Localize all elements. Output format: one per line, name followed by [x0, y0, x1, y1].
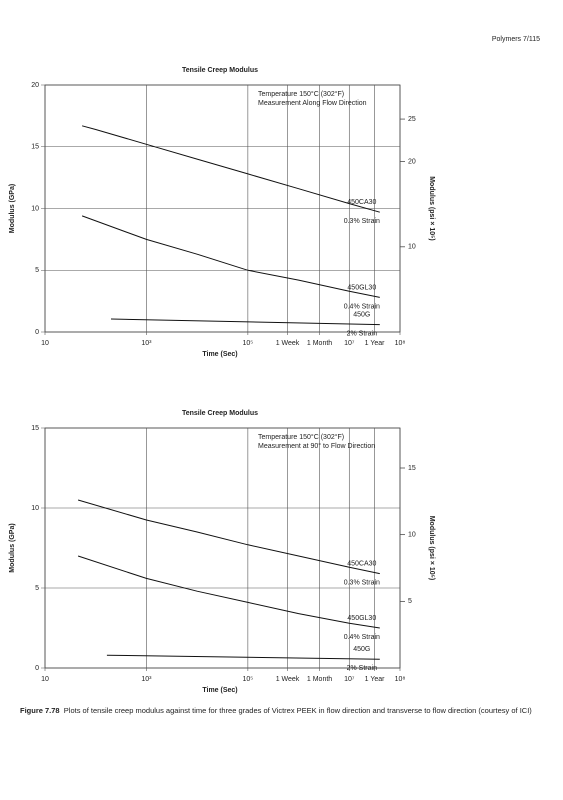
series-line	[81, 125, 380, 213]
x-axis-label: Time (Sec)	[202, 687, 237, 694]
time-marker-label: 1 Year	[365, 676, 386, 683]
y2-tick-label: 10	[408, 532, 416, 539]
annotation: Measurement at 90° to Flow Direction	[258, 442, 375, 450]
y2-tick-label: 5	[408, 598, 412, 605]
series-label: 450G	[353, 311, 370, 318]
x-tick-label: 10⁸	[395, 676, 406, 683]
y-tick-label: 20	[31, 82, 39, 89]
time-marker-label: 1 Week	[276, 676, 300, 683]
y2-tick-label: 25	[408, 116, 416, 123]
y-tick-label: 0	[35, 329, 39, 336]
y2-tick-label: 15	[408, 465, 416, 472]
annotation: Temperature 150°C (302°F)	[258, 433, 344, 441]
series-label: 450GL30	[347, 284, 376, 291]
chart-title: Tensile Creep Modulus	[182, 67, 258, 74]
series-line	[77, 499, 380, 575]
y-tick-label: 0	[35, 665, 39, 672]
y-tick-label: 5	[35, 585, 39, 592]
time-marker-label: 1 Month	[307, 676, 332, 683]
caption: Figure 7.78 Plots of tensile creep modul…	[20, 706, 540, 716]
page-header: Polymers 7/115	[492, 36, 540, 43]
y2-axis-label: Modulus (psi × 10⁵)	[428, 176, 435, 241]
x-tick-label: 10³	[141, 676, 152, 683]
series-line	[81, 215, 380, 298]
series-label: 450G	[353, 646, 370, 653]
time-marker-label: 1 Month	[307, 340, 332, 347]
y-tick-label: 15	[31, 144, 39, 151]
x-tick-label: 10	[41, 340, 49, 347]
series-label: 450CA30	[347, 560, 376, 567]
time-marker-label: 1 Week	[276, 340, 300, 347]
strain-label: 0.3% Strain	[344, 218, 380, 225]
annotation: Measurement Along Flow Direction	[258, 100, 367, 107]
caption-text: Plots of tensile creep modulus against t…	[63, 706, 532, 715]
y-tick-label: 10	[31, 505, 39, 512]
strain-label: 2% Strain	[347, 330, 377, 337]
plot-frame	[44, 427, 401, 669]
strain-label: 2% Strain	[347, 665, 377, 672]
strain-label: 0.3% Strain	[344, 579, 380, 586]
series-label: 450CA30	[347, 199, 376, 206]
series-line	[106, 654, 380, 660]
x-tick-label: 10⁵	[243, 340, 254, 347]
series-line	[77, 555, 380, 629]
x-tick-label: 10⁵	[243, 676, 254, 683]
figure: Polymers 7/115 Tensile Creep Modulus 0 5 10…	[9, 36, 540, 694]
series-line	[110, 318, 380, 326]
caption-label: Figure 7.78	[20, 706, 60, 715]
x-tick-label: 10³	[141, 340, 152, 347]
y2-tick-label: 10	[408, 244, 416, 251]
x-tick-label: 10	[41, 676, 49, 683]
y-tick-label: 10	[31, 205, 39, 212]
x-axis-label: Time (Sec)	[202, 351, 237, 358]
strain-label: 0.4% Strain	[344, 634, 380, 641]
annotation: Temperature 150°C (302°F)	[258, 90, 344, 98]
time-marker-label: 1 Year	[365, 340, 386, 347]
series-label: 450GL30	[347, 615, 376, 622]
y-tick-label: 5	[35, 267, 39, 274]
y2-tick-label: 20	[408, 158, 416, 165]
y-axis-label: Modulus (GPa)	[9, 523, 16, 572]
strain-label: 0.4% Strain	[344, 303, 380, 310]
x-tick-label: 10⁷	[344, 340, 355, 347]
chart-title: Tensile Creep Modulus	[182, 410, 258, 417]
x-tick-label: 10⁸	[395, 340, 406, 347]
y-axis-label: Modulus (GPa)	[9, 184, 16, 233]
x-tick-label: 10⁷	[344, 676, 355, 683]
y2-axis-label: Modulus (psi × 10⁵)	[428, 516, 435, 581]
y-tick-label: 15	[31, 425, 39, 432]
